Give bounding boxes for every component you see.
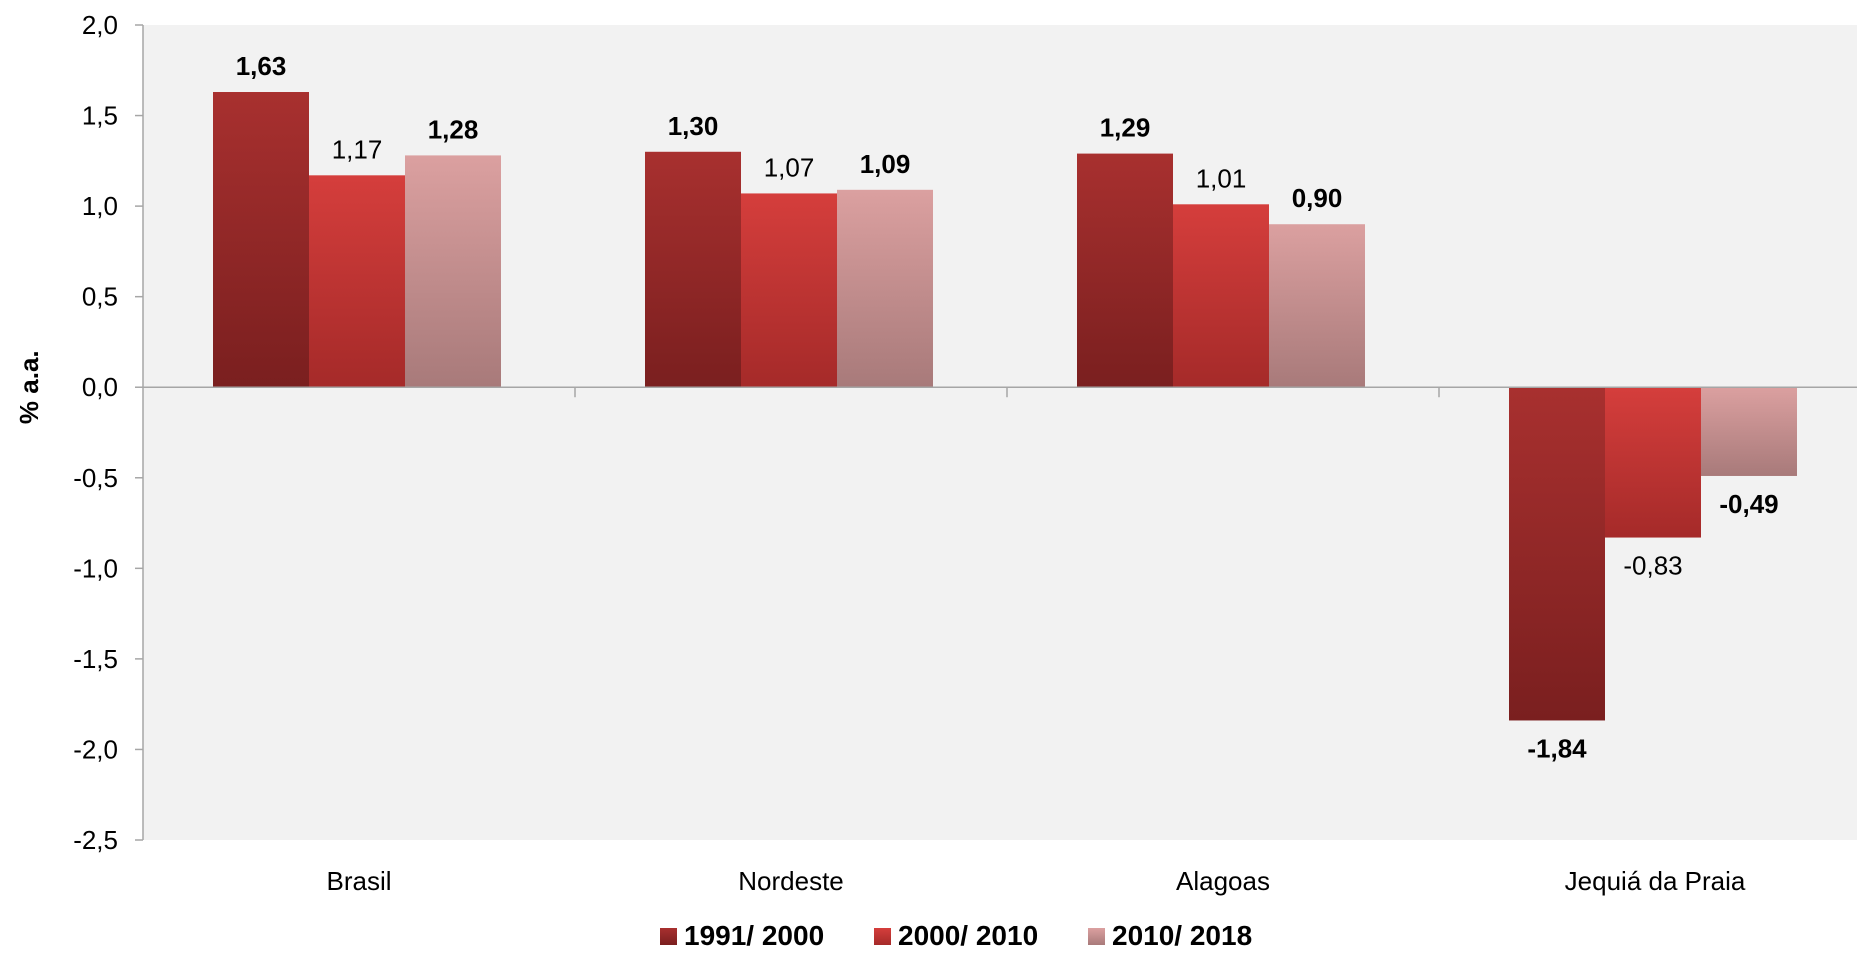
y-tick-label: -1,0 — [73, 553, 118, 583]
bars-group — [213, 92, 1797, 721]
y-tick-label: -2,5 — [73, 825, 118, 855]
y-tick-label: 0,5 — [82, 282, 118, 312]
y-tick-label: -1,5 — [73, 644, 118, 674]
legend-label: 2000/ 2010 — [898, 920, 1038, 951]
bar-3-2 — [1701, 387, 1797, 476]
data-label: 1,30 — [668, 111, 719, 141]
data-label: 1,63 — [236, 51, 287, 81]
data-label: -1,84 — [1527, 733, 1587, 763]
axes-group: 2,0 1,5 1,0 0,5 0,0 -0,5 -1,0 -1,5 -2,0 -2,5 — [73, 10, 1857, 855]
y-tick-label: 2,0 — [82, 10, 118, 40]
y-tick-label: 1,5 — [82, 101, 118, 131]
x-tick-label: Jequiá da Praia — [1565, 866, 1746, 896]
legend-label: 2010/ 2018 — [1112, 920, 1252, 951]
y-tick-label: -0,5 — [73, 463, 118, 493]
y-tick-label: 1,0 — [82, 191, 118, 221]
legend-swatch — [1088, 928, 1105, 945]
bar-3-0 — [1509, 387, 1605, 721]
labels-group: 1,63 1,17 1,28 Brasil 1,30 1,07 1,09 Nordeste 1,… — [236, 51, 1779, 896]
bar-1-2 — [837, 189, 933, 388]
y-tick-label: 0,0 — [82, 372, 118, 402]
legend-swatch — [874, 928, 891, 945]
data-label: 1,09 — [860, 149, 911, 179]
data-label: 1,07 — [764, 152, 815, 182]
bar-2-1 — [1173, 204, 1269, 388]
bar-0-1 — [309, 175, 405, 388]
bar-3-1 — [1605, 387, 1701, 538]
data-label: 1,28 — [428, 114, 479, 144]
legend-label: 1991/ 2000 — [684, 920, 824, 951]
bar-0-0 — [213, 92, 309, 388]
data-label: 1,29 — [1100, 113, 1151, 143]
data-label: -0,49 — [1719, 489, 1778, 519]
bar-0-2 — [405, 155, 501, 388]
y-axis-label: % a.a. — [14, 350, 44, 424]
y-tick-label: -2,0 — [73, 734, 118, 764]
bar-1-0 — [645, 151, 741, 388]
bar-2-0 — [1077, 153, 1173, 388]
legend-swatch — [660, 928, 677, 945]
data-label: -0,83 — [1623, 551, 1682, 581]
data-label: 0,90 — [1292, 183, 1343, 213]
bar-1-1 — [741, 193, 837, 388]
data-label: 1,17 — [332, 134, 383, 164]
data-label: 1,01 — [1196, 163, 1247, 193]
x-tick-label: Nordeste — [738, 866, 844, 896]
legend: 1991/ 2000 2000/ 2010 2010/ 2018 — [660, 920, 1252, 951]
x-tick-label: Alagoas — [1176, 866, 1270, 896]
bar-2-2 — [1269, 224, 1365, 388]
x-tick-label: Brasil — [326, 866, 391, 896]
